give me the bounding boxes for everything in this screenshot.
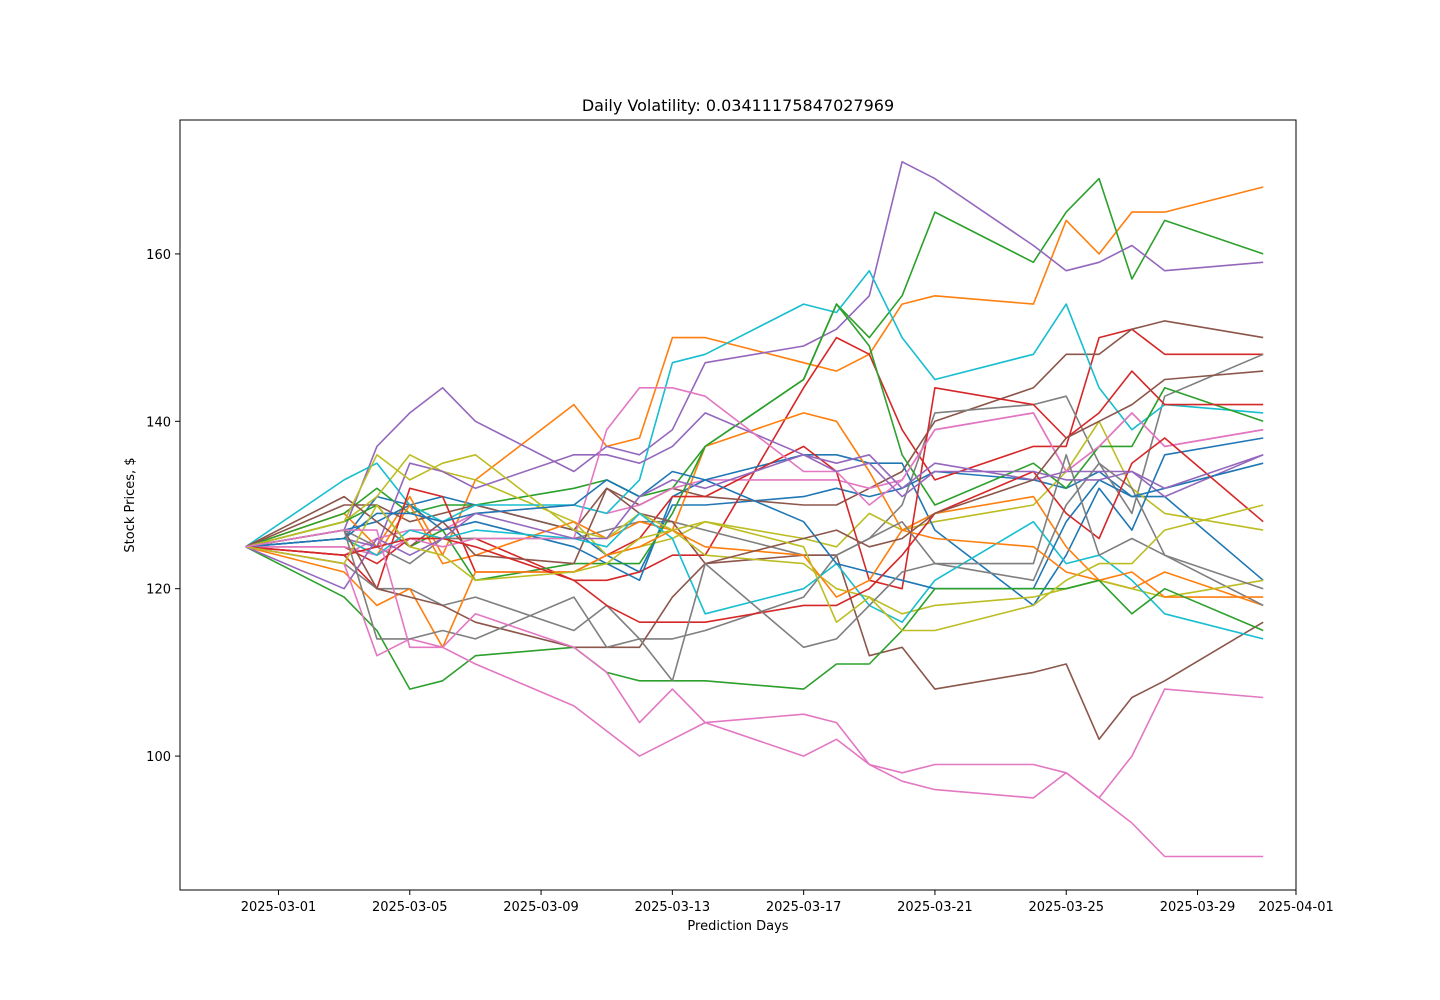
x-axis-label: Prediction Days (687, 919, 788, 934)
x-tick-label: 2025-03-09 (503, 900, 579, 915)
series-line-23 (245, 546, 1264, 690)
x-tick-label: 2025-03-29 (1160, 900, 1236, 915)
series-line-28 (245, 453, 1264, 682)
series-line-5 (245, 161, 1264, 548)
series-layer (245, 161, 1264, 858)
x-tick-label: 2025-03-17 (766, 900, 842, 915)
x-tick-label: 2025-03-21 (897, 900, 973, 915)
y-axis: 100 120 140 160 (146, 248, 180, 765)
y-axis-label: Stock Prices, $ (123, 457, 138, 552)
series-line-20 (245, 512, 1264, 640)
series-line-26 (245, 370, 1264, 649)
series-line-17 (245, 386, 1264, 557)
x-tick-label: 2025-03-25 (1028, 900, 1104, 915)
series-line-9 (245, 420, 1264, 557)
plot-frame (179, 119, 1297, 891)
x-axis: 2025-03-01 2025-03-05 2025-03-09 2025-03-13… (241, 890, 1334, 915)
y-tick-label: 160 (146, 248, 171, 263)
y-tick-label: 100 (146, 750, 171, 765)
x-tick-label: 2025-03-05 (372, 900, 448, 915)
series-line-24 (245, 437, 1264, 624)
plot-area (179, 119, 1297, 891)
chart-title: Daily Volatility: 0.03411175847027969 (582, 96, 894, 115)
series-line-2 (245, 186, 1264, 557)
series-line-10 (245, 269, 1264, 548)
x-tick-label: 2025-03-13 (635, 900, 711, 915)
y-tick-label: 140 (146, 415, 171, 430)
x-tick-label: 2025-03-01 (241, 900, 317, 915)
series-line-25 (245, 453, 1264, 590)
series-line-30 (245, 529, 1264, 799)
series-line-29 (245, 504, 1264, 632)
y-tick-label: 120 (146, 583, 171, 598)
series-line-21 (245, 462, 1264, 590)
x-tick-label: 2025-04-01 (1258, 900, 1334, 915)
